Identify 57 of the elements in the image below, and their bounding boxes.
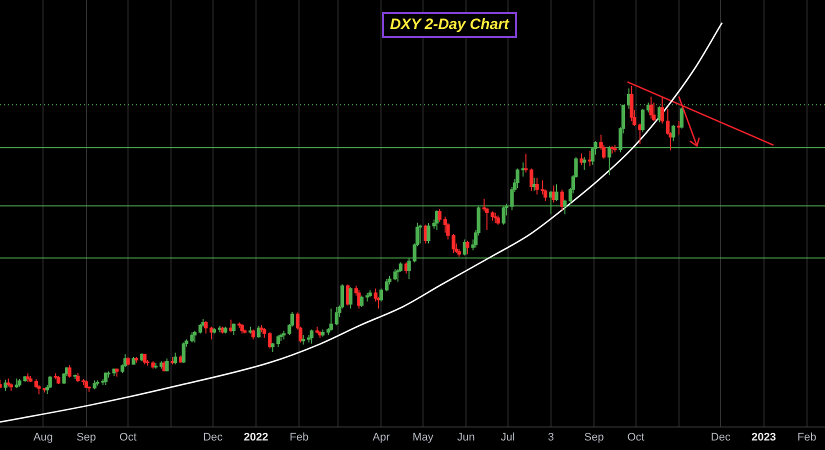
candlestick	[198, 323, 202, 334]
candlestick	[4, 379, 8, 392]
candlestick	[348, 286, 352, 310]
candlestick	[393, 268, 397, 281]
candlestick	[104, 372, 108, 386]
candlestick	[232, 323, 236, 336]
x-tick-label: 3	[548, 431, 554, 444]
candlestick	[310, 329, 314, 344]
candlestick	[496, 214, 500, 226]
x-tick-label: Feb	[797, 431, 816, 444]
candlestick	[530, 168, 534, 192]
x-tick-label: Feb	[290, 431, 309, 444]
candlestick	[142, 354, 147, 365]
x-tick-label: Apr	[372, 431, 390, 444]
candlestick	[268, 332, 272, 349]
candlestick	[672, 124, 676, 142]
candlestick	[466, 240, 470, 255]
x-tick-label: Sep	[76, 431, 96, 444]
candlestick	[251, 329, 256, 340]
candlestick	[276, 334, 280, 348]
candlestick	[660, 96, 664, 124]
candlestick	[680, 107, 684, 130]
candlestick	[68, 364, 72, 378]
candlestick	[438, 208, 442, 222]
chart-title: DXY 2-Day Chart	[382, 12, 517, 38]
candlestick	[582, 156, 586, 170]
candlestick	[535, 177, 539, 195]
x-tick-label: Dec	[710, 431, 731, 444]
candlestick	[630, 85, 634, 122]
x-tick-label: Jun	[457, 431, 475, 444]
candlestick	[204, 320, 208, 334]
candlestick	[165, 358, 169, 372]
candlestick	[384, 278, 389, 292]
candlestick	[262, 327, 266, 338]
x-tick-label: Jul	[500, 431, 515, 444]
x-tick-label: Dec	[203, 431, 224, 444]
x-tick-label: 2023	[752, 431, 776, 444]
x-tick-label: 2022	[244, 431, 268, 444]
candlestick	[192, 330, 197, 343]
candlestick	[640, 108, 645, 133]
candlestick	[516, 168, 520, 189]
x-tick-label: Aug	[33, 431, 53, 444]
candlestick	[649, 96, 653, 120]
candlestick	[182, 342, 186, 364]
candlestick	[554, 184, 558, 202]
candlestick	[329, 308, 333, 332]
x-tick-label: Oct	[119, 431, 137, 444]
candlestick	[418, 224, 422, 244]
candlestick	[379, 288, 384, 302]
x-tick-label: Oct	[627, 431, 644, 444]
candlestick	[240, 323, 244, 334]
candlestick	[334, 306, 339, 326]
candlestick	[560, 189, 564, 211]
candlestick	[301, 334, 306, 346]
x-tick-label: May	[412, 431, 434, 444]
x-tick-label: Sep	[584, 431, 604, 444]
candlestick	[360, 295, 364, 308]
